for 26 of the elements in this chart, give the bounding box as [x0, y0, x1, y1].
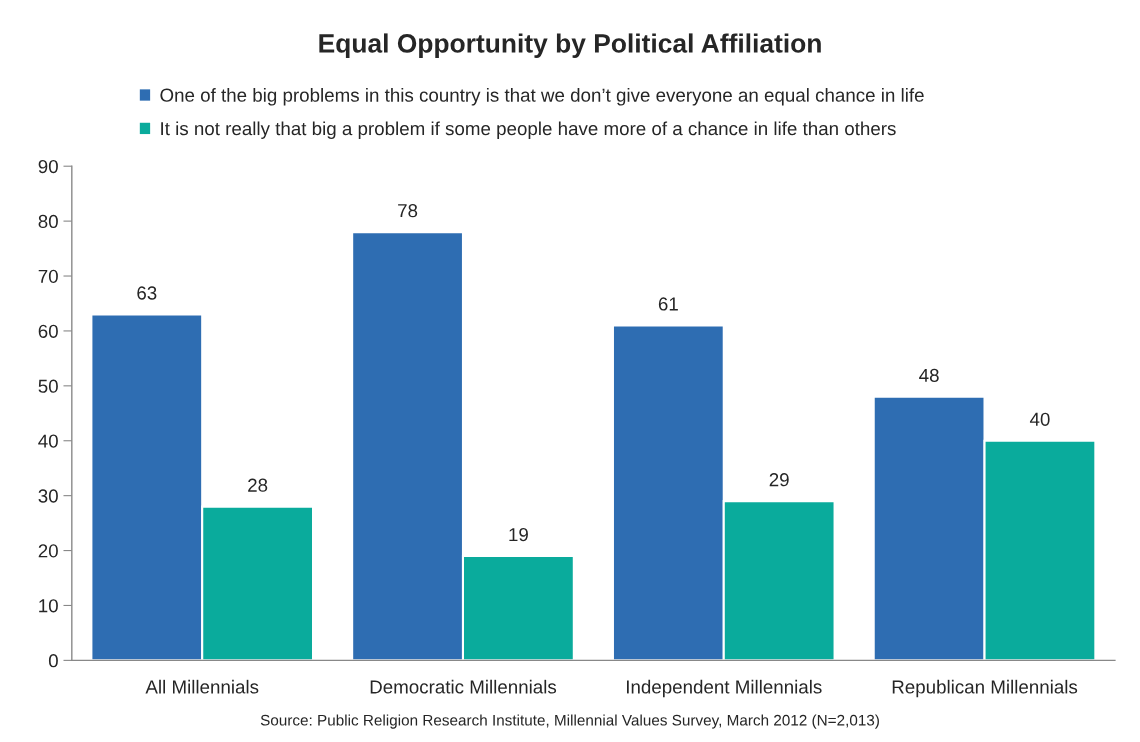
y-tick-label: 0 — [48, 654, 58, 668]
data-label: 29 — [769, 473, 789, 487]
y-tick-label: 60 — [38, 324, 58, 338]
y-tick-label: 80 — [38, 214, 58, 229]
data-label: 19 — [509, 527, 528, 542]
x-tick-label: Republican Millennials — [892, 679, 1078, 698]
data-label: 48 — [919, 368, 939, 382]
legend-label: It is not really that big a problem if some people have more of a chance in life than others — [161, 121, 896, 139]
x-tick-label: Democratic Millennials — [370, 679, 557, 694]
y-tick-label: 40 — [38, 434, 58, 448]
y-tick-label: 10 — [39, 599, 58, 613]
y-tick-label: 70 — [38, 269, 58, 283]
y-tick-label: 90 — [38, 159, 58, 174]
x-tick-label: All Millennials — [145, 679, 259, 694]
data-label: 78 — [398, 204, 418, 218]
x-tick-label: Independent Millennials — [626, 679, 822, 698]
data-label: 61 — [658, 297, 678, 311]
chart-title: Equal Opportunity by Political Affiliation — [319, 33, 821, 58]
y-tick-label: 20 — [38, 544, 58, 558]
data-label: 40 — [1029, 412, 1050, 426]
legend-label: One of the big problems in this country is that we don’t give everyone an equal chance in life — [160, 88, 924, 106]
source-note: Source: Public Religion Research Institute, Millennial Values Survey, March 2012 (N=2,013) — [260, 714, 879, 729]
y-tick-label: 50 — [38, 379, 58, 393]
data-label: 28 — [248, 478, 268, 492]
data-label: 63 — [137, 286, 157, 300]
y-tick-label: 30 — [38, 489, 58, 503]
